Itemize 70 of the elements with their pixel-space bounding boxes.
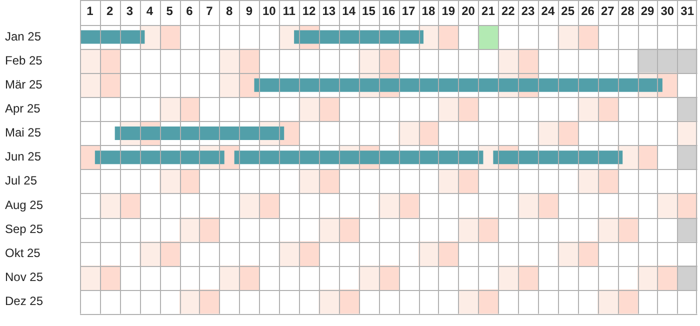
- bar: [258, 193, 280, 218]
- bar: [80, 30, 145, 44]
- y-tick-label: Nov 25: [5, 270, 44, 284]
- bar: [493, 150, 623, 164]
- bar: [179, 217, 200, 242]
- x-tick-label: 29: [640, 4, 654, 18]
- bar: [657, 193, 678, 218]
- y-tick-label: Dez 25: [5, 294, 44, 308]
- bar: [398, 193, 419, 218]
- x-tick-label: 19: [442, 4, 456, 18]
- x-tick-label: 3: [126, 4, 134, 18]
- bar: [318, 217, 340, 242]
- x-tick-label: 20: [462, 4, 476, 18]
- bar: [100, 193, 120, 218]
- x-tick-label: 30: [660, 4, 674, 18]
- bar: [538, 193, 558, 218]
- bar: [338, 217, 360, 242]
- y-tick-label: Okt 25: [5, 246, 41, 260]
- x-tick-label: 24: [541, 4, 555, 18]
- x-tick-label: 25: [561, 4, 575, 18]
- y-tick-label: Mai 25: [5, 126, 42, 140]
- x-tick-label: 26: [581, 4, 595, 18]
- bar: [378, 193, 399, 218]
- bar: [458, 217, 479, 242]
- bar: [478, 217, 498, 242]
- x-tick-label: 23: [521, 4, 536, 18]
- x-tick-label: 17: [402, 4, 416, 18]
- x-tick-label: 2: [106, 4, 114, 18]
- y-tick-label: Aug 25: [5, 198, 44, 212]
- y-tick-label: Apr 25: [5, 102, 41, 116]
- x-tick-label: 5: [166, 4, 174, 18]
- x-tick-label: 6: [186, 4, 194, 18]
- bar: [597, 217, 618, 242]
- x-tick-label: 10: [262, 4, 276, 18]
- x-tick-label: 4: [146, 4, 154, 18]
- x-tick-label: 1: [86, 4, 94, 18]
- x-tick-label: 12: [302, 4, 316, 18]
- y-tick-label: Mär 25: [5, 77, 43, 92]
- bar: [114, 126, 284, 140]
- x-tick-label: 28: [620, 4, 635, 18]
- bar: [558, 241, 578, 266]
- y-tick-label: Jun 25: [5, 150, 42, 164]
- bar: [234, 150, 484, 164]
- x-tick-label: 13: [322, 4, 336, 18]
- x-tick-label: 9: [246, 4, 253, 18]
- x-tick-label: 11: [282, 4, 296, 18]
- x-tick-label: 31: [680, 4, 694, 18]
- x-tick-label: 18: [422, 4, 436, 18]
- bar: [199, 217, 220, 242]
- y-tick-label: Jan 25: [5, 29, 42, 44]
- bar: [518, 193, 538, 218]
- y-tick-label: Jul 25: [5, 174, 38, 188]
- x-tick-label: 27: [600, 4, 615, 18]
- bar: [139, 241, 160, 266]
- y-tick-label: Feb 25: [5, 53, 43, 68]
- bar: [254, 78, 662, 92]
- bar: [94, 150, 224, 164]
- bar: [119, 193, 140, 218]
- bar: [294, 30, 424, 44]
- x-tick-label: 22: [501, 4, 516, 18]
- x-tick-label: 8: [226, 4, 233, 18]
- x-tick-label: 16: [382, 4, 396, 18]
- bar: [238, 193, 260, 218]
- x-tick-label: 7: [206, 4, 214, 18]
- bar: [617, 217, 638, 242]
- x-tick-label: 15: [362, 4, 376, 18]
- x-tick-label: 21: [482, 4, 496, 18]
- x-tick-label: 14: [342, 4, 356, 18]
- y-tick-label: Sep 25: [5, 222, 44, 236]
- bar: [358, 265, 380, 290]
